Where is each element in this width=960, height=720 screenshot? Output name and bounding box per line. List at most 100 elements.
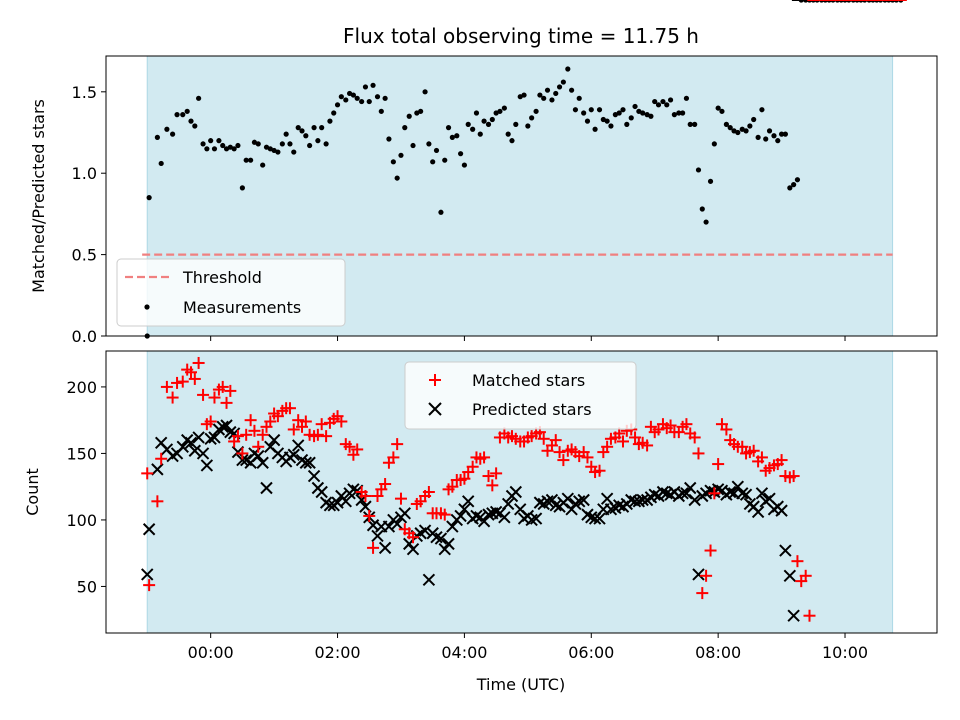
- measurement-point: [683, 95, 690, 101]
- predicted-star-marker: [260, 481, 273, 495]
- measurement-point: [430, 159, 436, 165]
- predicted-star-marker: [648, 488, 661, 501]
- predicted-star-marker: [196, 447, 210, 460]
- predicted-star-marker: [418, 524, 432, 537]
- matched-star-marker: [311, 428, 324, 441]
- matched-star-marker: [641, 439, 654, 452]
- measurement-point: [359, 98, 365, 105]
- measurement-point: [382, 95, 388, 101]
- matched-star-marker: [343, 440, 356, 453]
- measurement-point: [338, 94, 344, 100]
- measurement-point: [200, 141, 206, 147]
- measurement-point: [287, 141, 293, 147]
- measurement-point: [743, 128, 749, 134]
- predicted-star-marker: [438, 542, 451, 556]
- matched-star-marker: [407, 531, 420, 544]
- measurement-point: [481, 118, 487, 124]
- predicted-star-marker: [299, 456, 313, 469]
- measurement-point: [442, 157, 448, 163]
- predicted-star-marker: [454, 509, 467, 523]
- predicted-star-marker: [509, 485, 522, 499]
- legend-matched-swatch: [429, 374, 441, 386]
- measurement-point: [164, 126, 170, 132]
- predicted-star-marker: [462, 495, 475, 508]
- predicted-star-marker: [176, 440, 189, 453]
- predicted-star-marker: [501, 497, 515, 511]
- matched-star-marker: [458, 472, 471, 485]
- measurement-point: [445, 125, 452, 131]
- matched-star-marker: [747, 444, 760, 457]
- measurement-point: [433, 147, 440, 154]
- top-axes-frame: [105, 55, 938, 337]
- predicted-star-marker: [371, 529, 384, 543]
- matched-star-marker: [486, 479, 499, 492]
- top-panel: 0.0 0.5 1.0 1.5 Matched/Predicted stars Thr…: [29, 0, 938, 346]
- matched-star-marker: [176, 375, 189, 388]
- y-tick-label: 1.0: [72, 164, 97, 183]
- measurement-point: [687, 121, 693, 127]
- matched-star-marker: [601, 440, 614, 453]
- measurement-point: [374, 94, 381, 100]
- matched-star-marker: [240, 428, 253, 441]
- predicted-star-marker: [184, 436, 198, 449]
- measurement-point: [608, 123, 614, 129]
- matched-star-marker: [231, 430, 244, 443]
- matched-star-marker: [351, 443, 364, 456]
- predicted-star-marker: [422, 573, 436, 586]
- measurement-point: [624, 121, 630, 127]
- figure-title: Flux total observing time = 11.75 h: [343, 24, 699, 48]
- measurement-point: [565, 66, 571, 72]
- matched-star-marker: [287, 423, 300, 436]
- measurement-point: [628, 115, 634, 121]
- matched-star-marker: [216, 380, 229, 393]
- matched-star-marker: [791, 555, 804, 568]
- matched-stars-markers: [141, 0, 907, 622]
- x-tick-label: 04:00: [441, 643, 487, 662]
- matched-star-marker: [422, 486, 435, 498]
- matched-star-marker: [252, 440, 265, 453]
- matched-star-marker: [688, 431, 701, 444]
- predicted-star-marker: [236, 453, 249, 467]
- measurement-point: [719, 108, 725, 114]
- measurement-point: [699, 206, 705, 212]
- matched-star-marker: [363, 509, 376, 522]
- measurement-point: [775, 138, 781, 144]
- matched-star-marker: [208, 391, 221, 404]
- matched-star-marker: [680, 418, 693, 431]
- predicted-star-marker: [783, 569, 797, 583]
- predicted-star-marker: [208, 431, 221, 444]
- predicted-star-marker: [680, 487, 693, 500]
- matched-star-marker: [775, 454, 788, 467]
- predicted-star-marker: [656, 485, 670, 499]
- predicted-star-marker: [739, 488, 753, 501]
- predicted-star-marker: [267, 433, 281, 447]
- measurement-point: [370, 82, 376, 88]
- measurement-point: [426, 141, 432, 147]
- matched-star-marker: [220, 396, 233, 409]
- measurement-point: [235, 142, 241, 149]
- predicted-star-marker: [688, 493, 701, 507]
- matched-star-marker: [557, 454, 570, 467]
- top-y-axis-label: Matched/Predicted stars: [29, 99, 48, 293]
- matched-star-marker: [283, 402, 296, 415]
- matched-star-marker: [166, 391, 179, 404]
- matched-star-marker: [629, 431, 642, 444]
- matched-star-marker: [143, 579, 156, 592]
- predicted-star-marker: [489, 505, 503, 519]
- matched-star-marker: [391, 438, 404, 451]
- legend-predicted-swatch: [428, 402, 442, 416]
- matched-star-marker: [755, 451, 768, 464]
- matched-star-marker: [160, 380, 173, 393]
- measurement-point: [343, 97, 349, 103]
- measurement-point: [354, 95, 360, 101]
- matched-star-marker: [299, 415, 312, 428]
- matched-star-marker: [549, 434, 562, 447]
- measurement-point: [489, 116, 495, 123]
- measurement-point: [695, 167, 702, 173]
- predicted-star-marker: [775, 504, 788, 517]
- measurement-point: [454, 133, 460, 139]
- measurement-point: [581, 110, 587, 116]
- y-tick-label: 100: [66, 511, 97, 530]
- matched-star-marker: [367, 541, 380, 554]
- matched-star-marker: [696, 587, 709, 600]
